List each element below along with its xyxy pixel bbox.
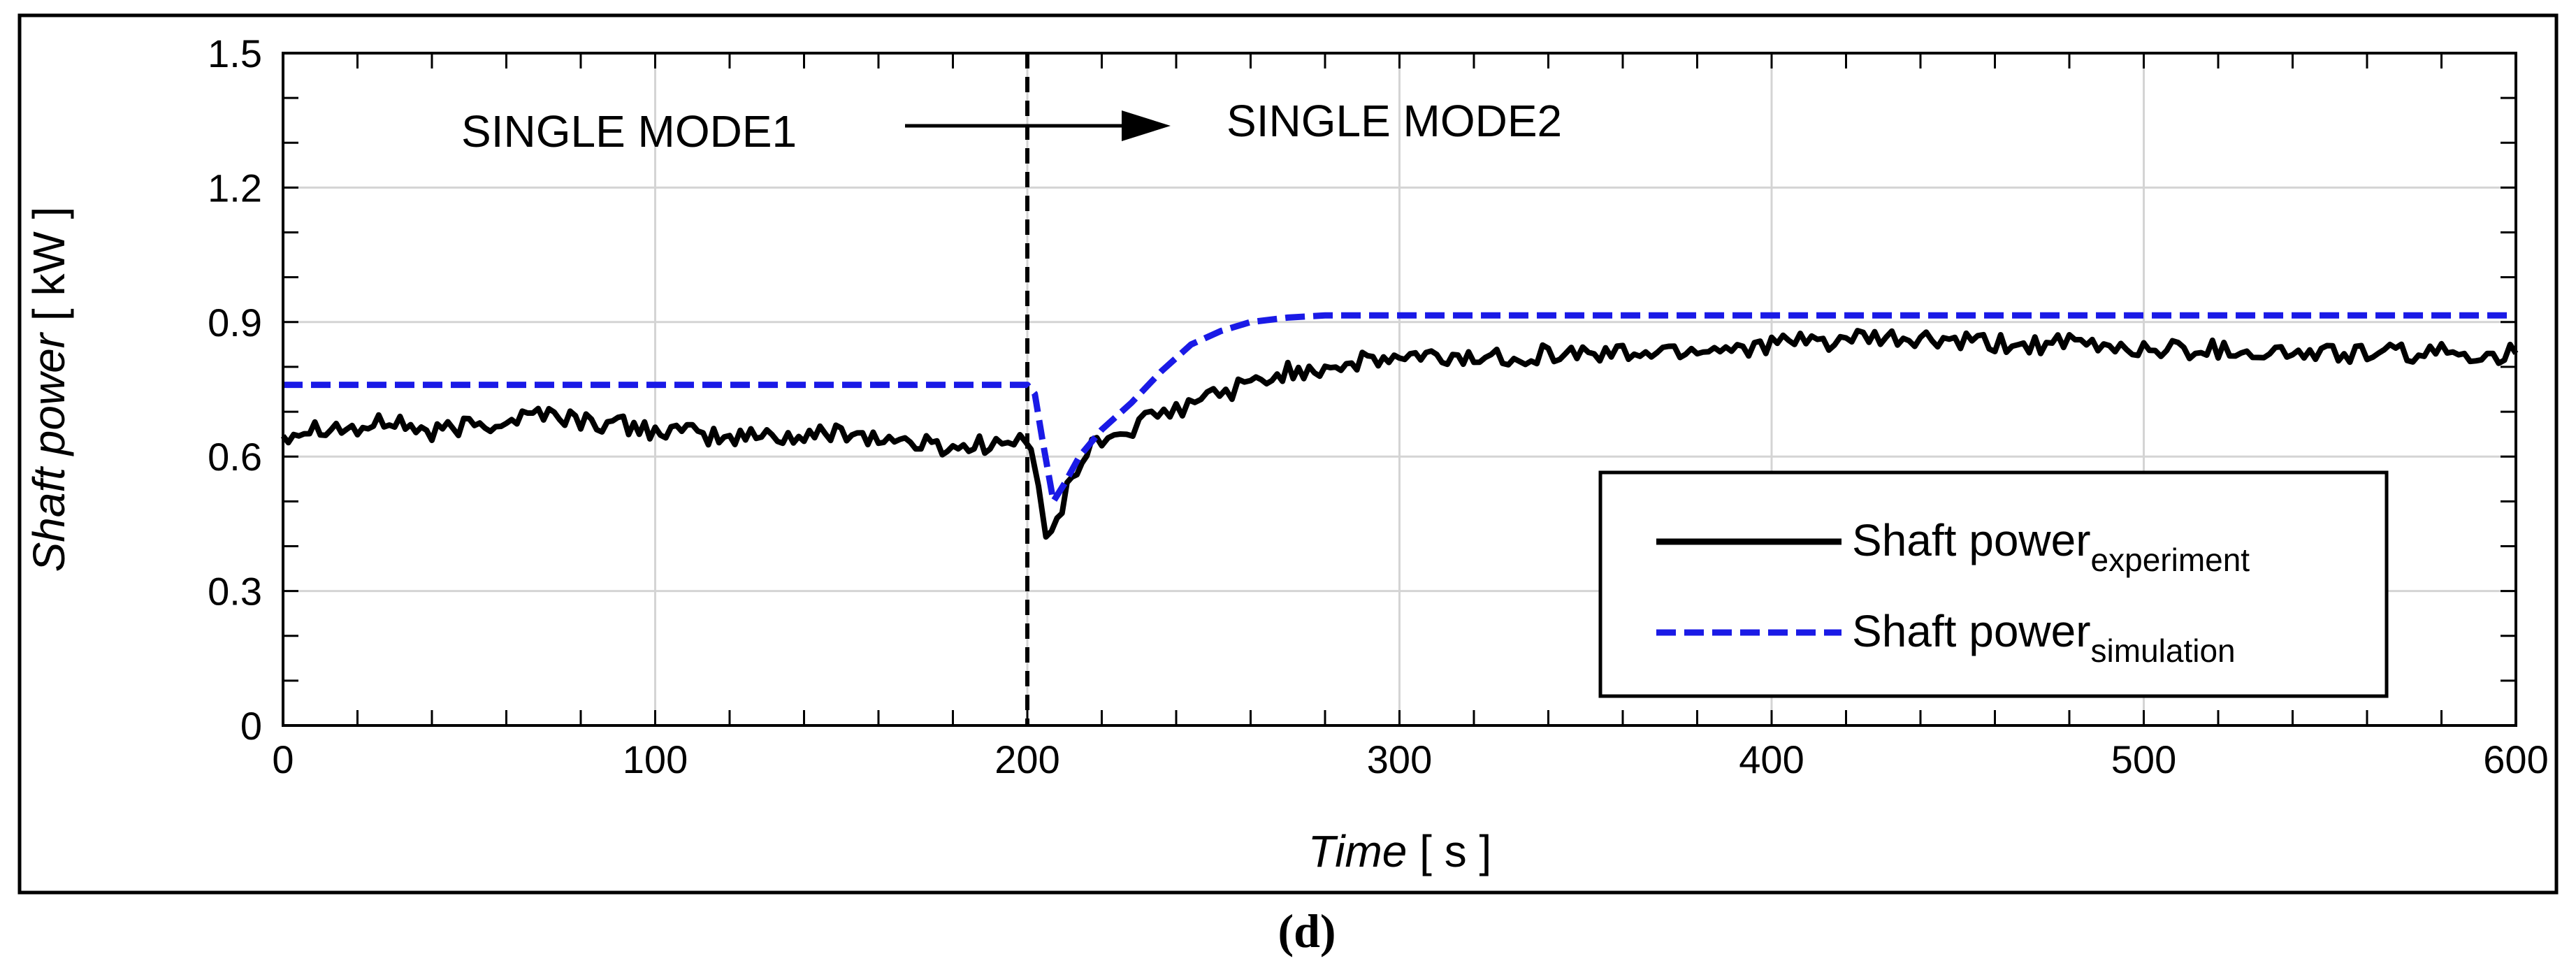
x-axis-title: Time [ s ] (1308, 826, 1492, 876)
x-tick-label: 500 (2111, 737, 2176, 781)
y-tick-label: 0.6 (208, 435, 262, 479)
figure-frame (17, 13, 2559, 895)
mode-after-label: SINGLE MODE2 (1227, 96, 1562, 146)
legend-box (1598, 470, 2389, 698)
x-tick-label: 300 (1367, 737, 1432, 781)
series-line-simulation (283, 312, 2516, 505)
legend-label-experiment-main: Shaft power (1852, 515, 2091, 565)
y-tick-label: 0 (240, 704, 262, 748)
legend-label-simulation-main: Shaft power (1852, 606, 2091, 656)
y-tick-label: 1.5 (208, 31, 262, 75)
x-tick-label: 400 (1739, 737, 1804, 781)
y-tick-labels: 0 0.3 0.6 0.9 1.2 1.5 (208, 31, 262, 748)
legend-label-experiment: Shaft powerexperiment (1852, 515, 2250, 578)
series-layer (280, 312, 2519, 540)
legend-label-experiment-sub: experiment (2091, 542, 2250, 578)
x-axis-title-unit: [ s ] (1419, 826, 1491, 876)
y-axis-title-main: Shaft power (24, 331, 74, 572)
x-axis-title-main: Time (1308, 826, 1408, 876)
x-tick-label: 600 (2483, 737, 2548, 781)
mode-arrow-head (1122, 110, 1171, 141)
legend-label-simulation: Shaft powersimulation (1852, 606, 2236, 669)
legend-label-simulation-sub: simulation (2091, 633, 2236, 669)
y-tick-label: 0.3 (208, 570, 262, 614)
x-tick-label: 100 (623, 737, 688, 781)
y-tick-label: 0.9 (208, 301, 262, 345)
x-tick-label: 0 (272, 737, 294, 781)
series-line-experiment (280, 328, 2519, 540)
y-axis-title: Shaft power [ kW ] (24, 207, 74, 572)
y-axis-title-unit: [ kW ] (24, 207, 74, 322)
mode-before-label: SINGLE MODE1 (461, 106, 797, 157)
plot-border (282, 52, 2517, 727)
figure-caption: (d) (1278, 904, 1336, 958)
x-tick-label: 200 (994, 737, 1059, 781)
x-tick-labels: 0 100 200 300 400 500 600 (272, 737, 2548, 781)
y-tick-label: 1.2 (208, 166, 262, 210)
